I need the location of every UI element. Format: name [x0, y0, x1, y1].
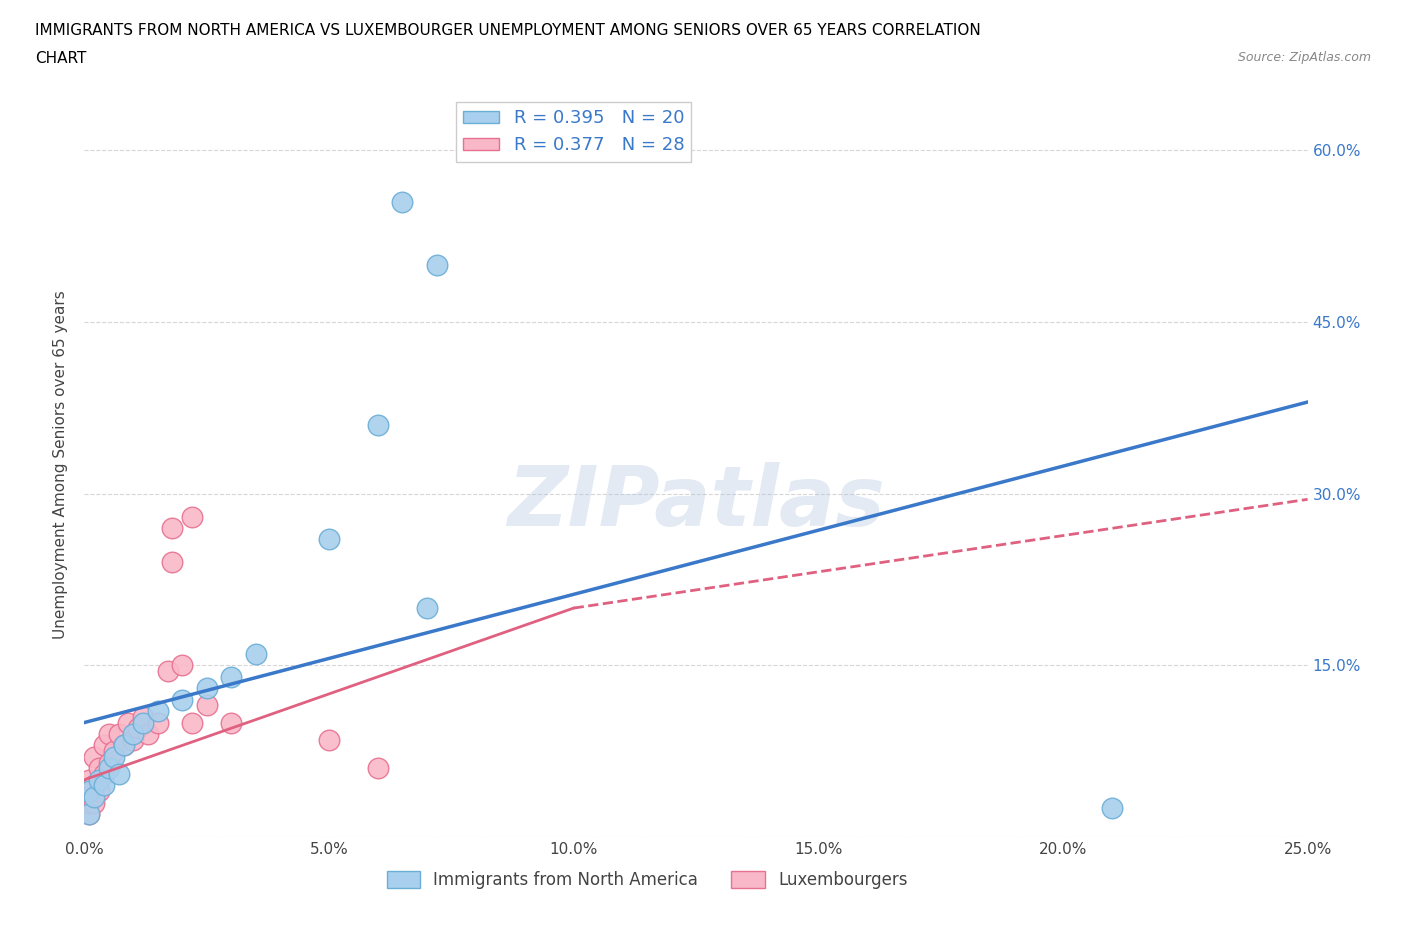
Point [146, 715, 169, 730]
Point [97, 755, 120, 770]
Point [122, 732, 145, 747]
Point [107, 726, 129, 741]
Point [83, 790, 105, 804]
Point [219, 715, 242, 730]
Point [103, 744, 125, 759]
Point [87, 784, 110, 799]
Point [172, 658, 194, 672]
Point [112, 738, 135, 753]
Point [162, 555, 184, 570]
Point [127, 721, 149, 736]
Point [1101, 801, 1123, 816]
Text: Source: ZipAtlas.com: Source: ZipAtlas.com [1237, 51, 1371, 64]
Text: ZIPatlas: ZIPatlas [508, 461, 884, 543]
Point [77, 795, 100, 810]
Point [87, 761, 110, 776]
Point [77, 806, 100, 821]
Point [117, 715, 139, 730]
Point [162, 521, 184, 536]
Point [318, 732, 340, 747]
Point [103, 750, 125, 764]
Point [83, 750, 105, 764]
Point [132, 710, 155, 724]
Point [367, 418, 389, 432]
Point [219, 670, 242, 684]
Point [181, 715, 204, 730]
Point [132, 715, 155, 730]
Point [93, 766, 115, 781]
Point [195, 681, 218, 696]
Point [77, 806, 100, 821]
Point [136, 726, 159, 741]
Point [391, 194, 413, 209]
Point [122, 726, 145, 741]
Point [83, 795, 105, 810]
Y-axis label: Unemployment Among Seniors over 65 years: Unemployment Among Seniors over 65 years [53, 291, 69, 640]
Point [112, 738, 135, 753]
Point [318, 532, 340, 547]
Point [181, 509, 204, 524]
Point [93, 778, 115, 793]
Point [245, 646, 267, 661]
Point [367, 761, 389, 776]
Point [416, 601, 439, 616]
Point [97, 761, 120, 776]
Point [83, 778, 105, 793]
Point [97, 726, 120, 741]
Point [156, 664, 179, 679]
Point [87, 772, 110, 787]
Legend: Immigrants from North America, Luxembourgers: Immigrants from North America, Luxembour… [380, 864, 914, 896]
Point [195, 698, 218, 712]
Point [77, 784, 100, 799]
Point [146, 704, 169, 719]
Point [107, 766, 129, 781]
Text: CHART: CHART [35, 51, 87, 66]
Text: IMMIGRANTS FROM NORTH AMERICA VS LUXEMBOURGER UNEMPLOYMENT AMONG SENIORS OVER 65: IMMIGRANTS FROM NORTH AMERICA VS LUXEMBO… [35, 23, 981, 38]
Point [77, 772, 100, 787]
Point [426, 258, 449, 272]
Point [93, 738, 115, 753]
Point [172, 692, 194, 707]
